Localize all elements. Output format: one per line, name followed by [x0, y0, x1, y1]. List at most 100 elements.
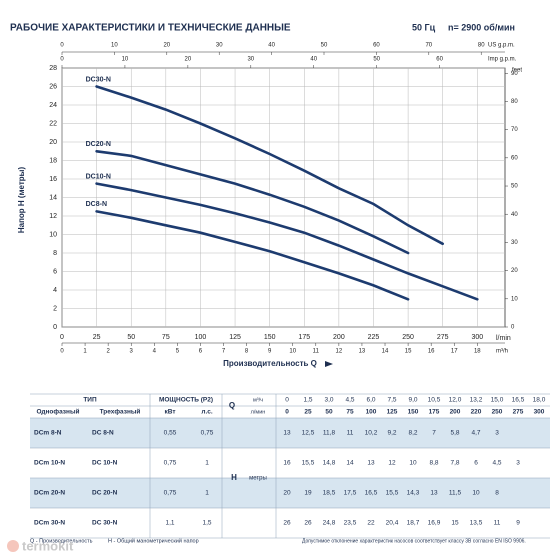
tick-label: 17 [451, 349, 458, 355]
tick-label: 30 [247, 57, 254, 63]
tick-label: 10 [122, 57, 129, 63]
y-tick-label: 20 [49, 139, 57, 146]
table-text: 13 [367, 460, 375, 467]
table-text: 13,5 [470, 520, 483, 527]
page-title: РАБОЧИЕ ХАРАКТЕРИСТИКИ И ТЕХНИЧЕСКИЕ ДАН… [10, 23, 291, 34]
table-text: 16 [283, 460, 291, 467]
footnote-q: Q - Производительность [30, 538, 93, 544]
table-text: 4,7 [471, 430, 480, 437]
table-text: 6,0 [366, 397, 375, 404]
table-text: 11 [494, 520, 501, 527]
table-text: DC 20-N [92, 490, 118, 497]
pump-curve [95, 210, 410, 301]
y-tick-label: 6 [53, 268, 57, 275]
table-text: 23,5 [344, 520, 357, 527]
table-text: DCm 20-N [34, 490, 65, 497]
tick-label: 13 [359, 349, 366, 355]
table-text: 7,8 [450, 460, 459, 467]
pump-curve [95, 85, 444, 246]
table-text: DC 30-N [92, 520, 118, 527]
table-text: 4,5 [345, 397, 354, 404]
table-text: 10,2 [365, 430, 378, 437]
watermark: termokit [22, 538, 74, 553]
table-text: 175 [429, 409, 440, 416]
tick-label: 18 [474, 349, 481, 355]
table-text: 11,8 [323, 430, 336, 437]
tick-label: 30 [216, 43, 223, 49]
x-tick-label: 275 [437, 334, 449, 341]
tick-label: 12 [336, 349, 343, 355]
table-text: 7 [432, 430, 436, 437]
row-shade [30, 478, 550, 508]
table-text: 300 [534, 409, 545, 416]
table-text: 14,3 [407, 490, 420, 497]
table-text: метры [249, 476, 267, 482]
table-text: 18,0 [533, 397, 546, 404]
table-text: 1 [205, 490, 209, 497]
y2-tick-label: 10 [511, 296, 518, 302]
tick-label: 60 [436, 57, 443, 63]
x-tick-label: 0 [60, 334, 64, 341]
table: ТИП Однофазный Трехфазный МОЩНОСТЬ (P2) кВт л… [30, 393, 550, 539]
tick-label: 14 [382, 349, 389, 355]
y2-tick-label: 0 [511, 325, 515, 331]
table-text: ТИП [83, 397, 97, 404]
table-text: 10 [409, 460, 417, 467]
table-text: 13 [430, 490, 438, 497]
y-tick-label: 28 [49, 65, 57, 72]
table-text: 16,9 [428, 520, 441, 527]
table-text: 9,2 [387, 430, 396, 437]
table-text: 50 [325, 409, 333, 416]
table-text: 10,5 [428, 397, 441, 404]
table-text: 24,8 [323, 520, 336, 527]
table-text: 1 [205, 460, 209, 467]
table-text: 8,8 [429, 460, 438, 467]
table-text: 12 [388, 460, 396, 467]
table-text: 75 [346, 409, 354, 416]
x-tick-label: 75 [162, 334, 170, 341]
table-text: DCm 30-N [34, 520, 65, 527]
table-text: 25 [304, 409, 312, 416]
table-text: 12,0 [449, 397, 462, 404]
table-text: 15,5 [386, 490, 399, 497]
x-tick-label: 100 [195, 334, 207, 341]
y2-tick-label: 60 [511, 155, 518, 161]
table-text: 11 [347, 430, 354, 437]
tick-label: 11 [313, 349, 320, 355]
x-tick-label: 25 [93, 334, 101, 341]
x-tick-label: 300 [471, 334, 483, 341]
table-text: 0 [285, 409, 289, 416]
y-axis-title: Напор H (метры) [17, 167, 26, 234]
table-text: Q [229, 401, 235, 410]
y-tick-label: 16 [49, 176, 57, 183]
y-tick-label: 14 [49, 194, 57, 201]
tick-label: 10 [111, 43, 118, 49]
tick-label: 0 [60, 57, 64, 63]
table-text: 6 [474, 460, 478, 467]
tick-label: 8 [245, 349, 249, 355]
table-text: 0,55 [164, 430, 177, 437]
x-tick-label: 225 [368, 334, 380, 341]
table-text: л/мин [251, 409, 266, 415]
axis-arrow [325, 361, 333, 367]
curve-label: DC10-N [86, 173, 111, 180]
table-text: 26 [283, 520, 291, 527]
tick-label: 16 [428, 349, 435, 355]
x-unit: l/min [496, 335, 511, 342]
table-text: кВт [164, 409, 175, 416]
table-text: 11,5 [449, 490, 462, 497]
y-tick-label: 2 [53, 305, 57, 312]
table-text: 0,75 [164, 460, 177, 467]
table-text: 3,0 [324, 397, 333, 404]
tick-label: 70 [425, 43, 432, 49]
table-text: 17,5 [344, 490, 357, 497]
tick-label: 1 [83, 349, 87, 355]
y-tick-label: 22 [49, 120, 57, 127]
y-tick-label: 8 [53, 250, 57, 257]
tick-label: 20 [185, 57, 192, 63]
x-tick-label: 125 [229, 334, 241, 341]
table-text: 0,75 [164, 490, 177, 497]
tick-label: 50 [373, 57, 380, 63]
